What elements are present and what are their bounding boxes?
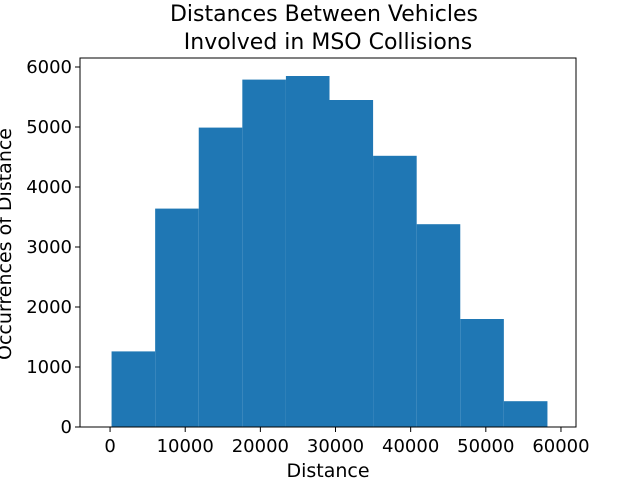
x-tick-label-5: 50000 <box>457 436 514 457</box>
y-tick-label-4: 4000 <box>26 177 72 198</box>
x-tick-label-4: 40000 <box>382 436 439 457</box>
histogram-bar-5 <box>285 76 330 427</box>
histogram-bar-10 <box>503 401 548 427</box>
y-tick-label-1: 1000 <box>26 357 72 378</box>
x-tick-label-0: 0 <box>104 436 115 457</box>
histogram-bar-2 <box>155 208 199 427</box>
histogram-bar-8 <box>416 224 461 427</box>
histogram-bar-9 <box>460 319 504 427</box>
y-tick-label-5: 5000 <box>26 117 72 138</box>
x-tick-label-1: 10000 <box>157 436 214 457</box>
bars-group <box>111 76 548 428</box>
x-tick-label-6: 60000 <box>532 436 589 457</box>
histogram-bar-7 <box>373 155 417 428</box>
y-tick-label-3: 3000 <box>26 237 72 258</box>
histogram-bar-3 <box>198 127 243 427</box>
plot-frame <box>79 57 577 428</box>
x-tick-label-2: 20000 <box>232 436 289 457</box>
y-tick-label-2: 2000 <box>26 297 72 318</box>
histogram-bar-1 <box>111 351 156 427</box>
x-axis-ticks: 0 10000 20000 30000 40000 50000 60000 <box>104 427 590 457</box>
histogram-bar-6 <box>329 100 374 427</box>
chart-title-line-1: Distances Between Vehicles <box>170 2 478 27</box>
y-tick-label-0: 0 <box>61 417 72 438</box>
y-axis-label: Occurrences of Distance <box>0 128 16 360</box>
x-tick-label-3: 30000 <box>307 436 364 457</box>
chart-title-line-2: Involved in MSO Collisions <box>184 30 472 55</box>
y-axis-ticks: 0 1000 2000 3000 4000 5000 6000 <box>26 57 80 438</box>
x-axis-label: Distance <box>286 460 369 480</box>
y-tick-label-6: 6000 <box>26 57 72 78</box>
histogram-bar-4 <box>242 79 286 427</box>
